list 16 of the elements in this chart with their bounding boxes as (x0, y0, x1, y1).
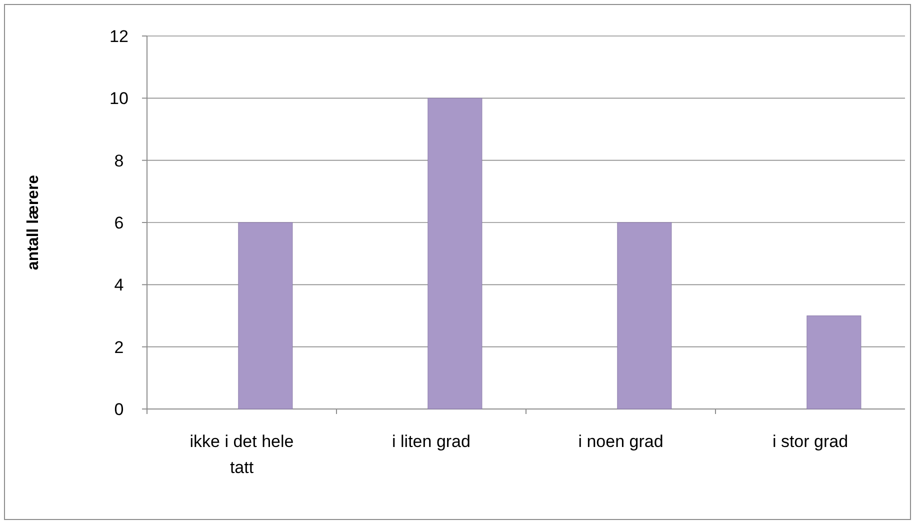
x-tick-label: i stor grad (772, 432, 848, 451)
bar (806, 316, 862, 410)
bar (617, 222, 672, 410)
y-tick-label: 2 (114, 338, 124, 357)
bar (428, 98, 482, 410)
y-tick-label: 6 (114, 213, 124, 232)
y-axis-title: antall lærere (25, 174, 42, 270)
y-tick-label: 8 (114, 151, 124, 170)
x-tick-label: i noen grad (578, 432, 664, 451)
y-tick-label: 12 (110, 26, 128, 46)
bar (238, 222, 293, 410)
y-tick-label: 0 (114, 400, 124, 419)
y-tick-label: 10 (110, 89, 128, 108)
y-tick-label: 4 (114, 276, 124, 295)
x-tick-label: ikke i det hele tatt (190, 432, 294, 477)
x-tick-label: i liten grad (392, 432, 470, 451)
